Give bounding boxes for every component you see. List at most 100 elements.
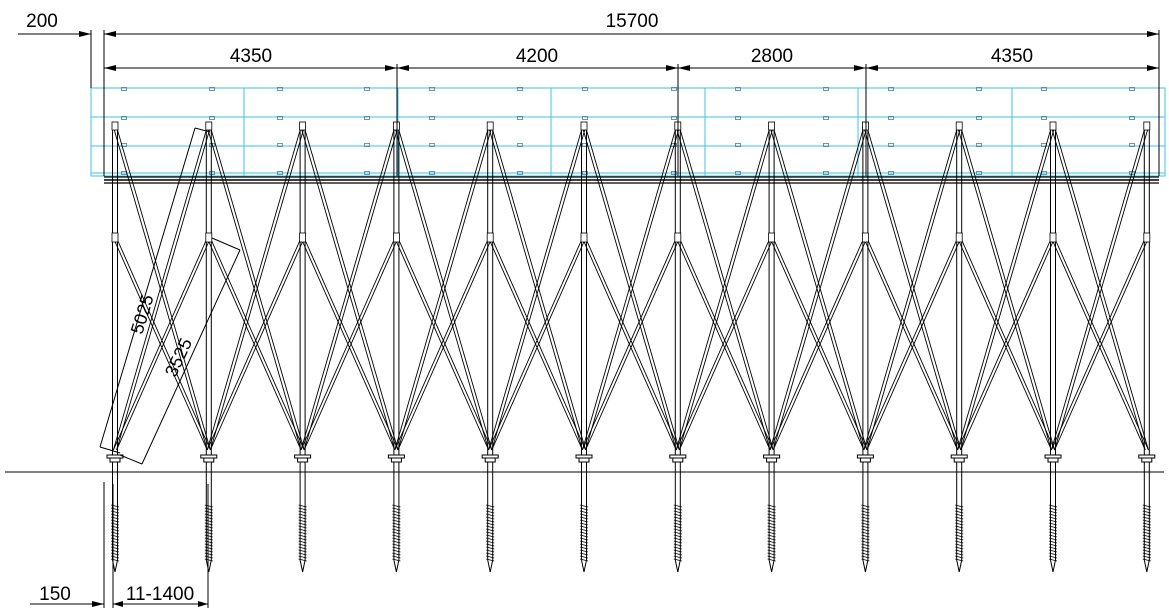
pile-thread [955, 504, 964, 508]
panel-clamp [277, 143, 283, 147]
pile-thread [486, 525, 495, 529]
pile-thread [579, 543, 589, 547]
pile-thread [955, 540, 964, 544]
brace-lower [581, 237, 677, 451]
pile-thread [204, 507, 213, 511]
brace-lower [397, 237, 493, 451]
pile-tip [674, 559, 681, 573]
brace-lower [116, 237, 211, 451]
pile-thread [486, 552, 495, 556]
overall-dimension-label: 15700 [606, 11, 659, 32]
panel-clamp [976, 171, 982, 175]
pile-thread [861, 513, 870, 517]
pile-thread [204, 510, 213, 514]
offset-top-dimension: 200 [18, 11, 91, 37]
pile-tip [205, 559, 212, 573]
pile-thread [392, 540, 401, 544]
pile-nut [484, 457, 496, 463]
pile-thread [673, 552, 682, 556]
pile-thread [861, 531, 870, 535]
pile-thread [298, 531, 307, 535]
brace-upper [394, 126, 490, 451]
pile-thread [955, 534, 964, 538]
pile-thread [1048, 549, 1058, 553]
screw-piles [106, 454, 1156, 573]
pile-thread [861, 528, 870, 532]
brace-lower [675, 237, 771, 451]
bottom-spacing-label: 11-1400 [126, 584, 194, 605]
pile-thread [861, 516, 870, 520]
pile-thread [579, 549, 589, 553]
panel-clamp [429, 143, 435, 147]
panel-clamp [671, 116, 677, 120]
brace-lower [1054, 237, 1149, 451]
pile-thread [673, 513, 682, 517]
pile-thread [1048, 504, 1058, 508]
pile-thread [1142, 513, 1151, 517]
post-mid-bracket [392, 232, 400, 243]
pile-nut [953, 457, 965, 463]
brace-upper [1050, 126, 1146, 451]
pile-thread [298, 525, 307, 529]
pile-thread [1048, 558, 1058, 562]
pile-thread [673, 540, 682, 544]
panel-clamp [517, 143, 523, 147]
pile-thread [392, 534, 401, 538]
pile-thread [486, 516, 495, 520]
pile-thread [204, 528, 213, 532]
pile-thread [110, 510, 120, 514]
pile-thread [1048, 519, 1058, 523]
pile-thread [110, 528, 120, 532]
post-top-bracket [111, 121, 119, 131]
pile-thread [579, 516, 589, 520]
pile-thread [861, 534, 870, 538]
pile-thread [204, 504, 213, 508]
pile-thread [392, 510, 401, 514]
post-mid-bracket [1143, 232, 1151, 243]
panel-clamp [976, 116, 982, 120]
pile-thread [579, 546, 589, 550]
panel-clamp [121, 87, 127, 91]
panel-clamp [517, 171, 523, 175]
pile-thread [110, 555, 120, 559]
pile-thread [204, 522, 213, 526]
pile-thread [767, 540, 776, 544]
pile-thread [579, 525, 589, 529]
bottom-dimensions: 150 11-1400 [30, 482, 209, 608]
pile-thread [767, 522, 776, 526]
pile-thread [955, 507, 964, 511]
panel-clamp [888, 171, 894, 175]
pile-thread [392, 528, 401, 532]
brace-lower [206, 237, 302, 451]
solar-panel-array [90, 87, 1166, 177]
cross-bracing [112, 126, 1149, 451]
brace-upper [769, 126, 865, 451]
panel-clamp [823, 171, 829, 175]
pile-thread [1142, 504, 1151, 508]
pile-thread [392, 525, 401, 529]
panel-clamp [209, 87, 215, 91]
panel-clamp [429, 171, 435, 175]
pile-thread [767, 525, 776, 529]
pile-thread [392, 504, 401, 508]
pile-nut [672, 457, 684, 463]
pile-thread [392, 519, 401, 523]
pile-thread [392, 537, 401, 541]
pile-thread [955, 531, 964, 535]
panel-clamp [671, 87, 677, 91]
brace-lower [303, 237, 399, 451]
pile-thread [673, 525, 682, 529]
brace-lower [585, 237, 680, 451]
pile-thread [204, 546, 213, 550]
pile-thread [298, 543, 307, 547]
panel-clamp [735, 116, 741, 120]
pile-thread [204, 555, 213, 559]
pile-thread [579, 510, 589, 514]
pile-thread [204, 516, 213, 520]
pile-thread [204, 543, 213, 547]
pile-thread [673, 519, 682, 523]
brace-lower [678, 237, 774, 451]
post-top-bracket [486, 121, 494, 131]
span-1-label: 4350 [230, 46, 272, 67]
pile-thread [767, 543, 776, 547]
